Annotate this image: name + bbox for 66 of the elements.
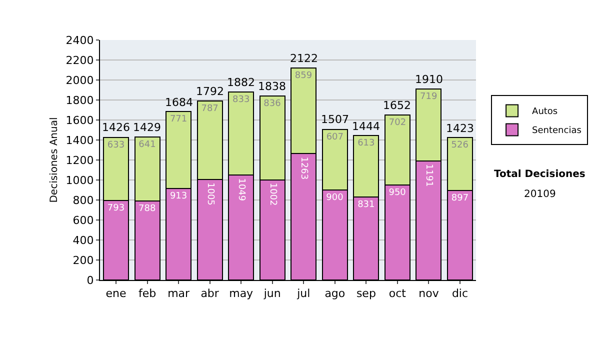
data-label: 831 [358, 200, 375, 210]
y-tick-label: 1400 [66, 134, 94, 147]
y-tick-label: 600 [72, 214, 94, 227]
total-label: 1423 [446, 122, 474, 135]
data-label: 787 [201, 104, 218, 114]
data-label: 633 [107, 140, 125, 150]
legend-label: Autos [532, 107, 558, 118]
x-tick-label: oct [388, 287, 407, 300]
x-tick-label: nov [418, 287, 440, 300]
data-label: 526 [451, 140, 469, 151]
total-label: 1426 [102, 121, 130, 134]
y-tick-label: 2400 [66, 34, 94, 47]
x-tick-label: mar [168, 287, 190, 300]
total-label: 1429 [133, 121, 161, 134]
data-label: 900 [326, 193, 344, 203]
y-tick-label: 1800 [66, 94, 94, 107]
total-label: 1838 [258, 80, 286, 93]
data-label: 950 [388, 188, 406, 198]
x-tick-label: ene [106, 287, 126, 300]
data-label: 641 [138, 140, 156, 150]
y-tick-label: 400 [72, 234, 94, 247]
x-tick-label: abr [200, 287, 220, 300]
y-tick-label: 1200 [66, 154, 94, 167]
data-label: 1263 [298, 156, 309, 180]
data-label: 1005 [204, 182, 215, 206]
y-tick-label: 1000 [66, 174, 94, 187]
x-tick-label: jul [296, 287, 310, 300]
total-label: 1444 [352, 120, 380, 133]
data-label: 836 [264, 99, 282, 110]
x-tick-label: dic [452, 287, 468, 300]
data-label: 793 [107, 204, 125, 214]
data-label: 913 [170, 192, 188, 202]
data-label: 613 [358, 138, 375, 149]
y-tick-label: 200 [72, 254, 94, 267]
total-label: 1882 [227, 76, 255, 89]
x-tick-label: jun [262, 287, 281, 300]
data-label: 702 [388, 118, 406, 128]
data-label: 1002 [267, 182, 278, 206]
y-tick-label: 800 [72, 194, 94, 207]
y-tick-label: 2000 [66, 74, 94, 87]
data-label: 1191 [424, 164, 434, 187]
x-tick-label: may [229, 287, 254, 300]
text: Total Decisiones [494, 169, 586, 180]
legend-label: Sentencias [532, 126, 582, 136]
total-label: 1910 [415, 73, 443, 86]
x-tick-label: ago [324, 287, 346, 300]
y-tick-label: 1600 [66, 114, 94, 127]
x-tick-label: sep [356, 287, 376, 300]
data-label: 607 [326, 132, 344, 142]
total-label: 1652 [383, 99, 411, 112]
data-label: 771 [170, 114, 188, 125]
data-label: 859 [294, 70, 312, 81]
data-label: 897 [451, 193, 469, 204]
y-tick-label: 2200 [66, 54, 94, 67]
total-label: 1507 [321, 113, 349, 126]
y-axis-title: Decisiones Anual [48, 117, 60, 203]
data-label: 719 [420, 92, 438, 102]
data-label: 788 [138, 204, 156, 214]
total-label: 1792 [196, 85, 224, 98]
total-label: 2122 [290, 52, 318, 65]
data-label: 833 [232, 94, 250, 105]
x-tick-label: feb [138, 287, 156, 300]
data-label: 1049 [236, 178, 246, 202]
y-tick-label: 0 [86, 274, 94, 287]
total-label: 1684 [165, 96, 193, 109]
text: 20109 [524, 189, 556, 200]
